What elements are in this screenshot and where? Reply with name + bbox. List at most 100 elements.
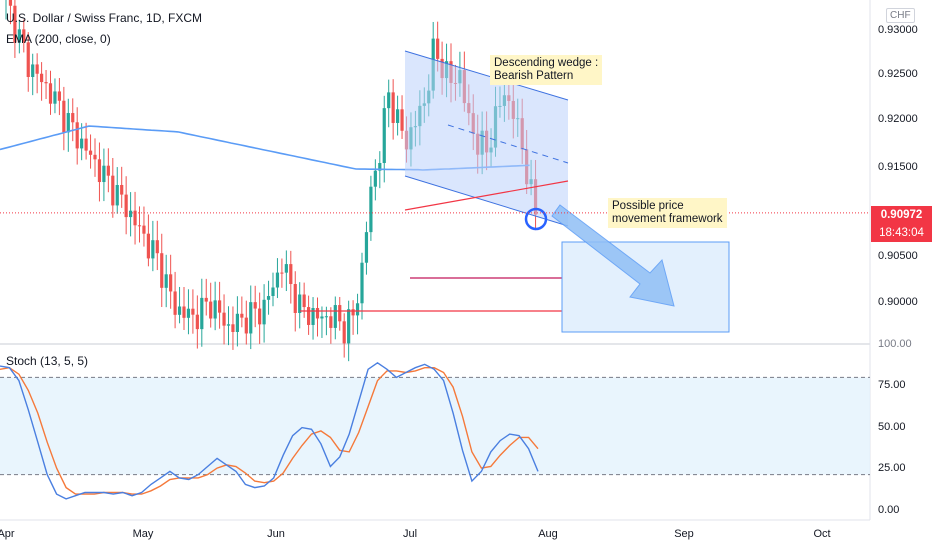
current-price-value: 0.90972	[880, 209, 923, 221]
candle-body	[258, 308, 262, 325]
time-tick-label: Sep	[674, 528, 694, 540]
candle-body	[169, 274, 173, 292]
candle-body	[48, 83, 53, 104]
wedge-annotation-text: Descending wedge : Bearish Pattern	[494, 57, 599, 82]
candle-body	[97, 159, 102, 183]
time-tick-label: Aug	[538, 528, 558, 540]
candle-body	[284, 264, 288, 273]
candle-body	[213, 300, 217, 319]
time-tick-label: Apr	[0, 528, 15, 540]
candle-body	[191, 308, 195, 315]
candle-body	[280, 272, 284, 274]
candle-body	[298, 294, 302, 313]
candle-body	[382, 108, 386, 164]
ema-legend: EMA (200, close, 0)	[6, 32, 111, 46]
time-tick-label: Jun	[267, 528, 285, 540]
candle-body	[373, 170, 377, 187]
candle-body	[324, 316, 328, 318]
price-tick-label: 0.91500	[878, 161, 918, 173]
candle-body	[44, 82, 48, 84]
price-tick-label: 0.92500	[878, 68, 918, 80]
candle-body	[155, 240, 159, 254]
current-price-countdown: 18:43:04	[879, 227, 924, 239]
candle-body	[57, 91, 61, 101]
candle-body	[186, 308, 191, 318]
candle-body	[200, 297, 204, 330]
candle-body	[333, 305, 337, 328]
candle-body	[218, 300, 222, 313]
candle-body	[80, 138, 84, 149]
framework-annotation-text: Possible price movement framework	[612, 200, 723, 225]
candle-body	[146, 233, 150, 259]
candle-body	[244, 317, 248, 334]
candle-body	[253, 302, 257, 309]
stoch-tick-label: 75.00	[878, 379, 906, 391]
stoch-tick-label: 25.00	[878, 462, 906, 474]
symbol-title: U.S. Dollar / Swiss Franc, 1D, FXCM	[6, 11, 203, 25]
candle-body	[66, 113, 70, 133]
candle-body	[289, 264, 293, 285]
candle-body	[320, 316, 324, 319]
candle-body	[17, 29, 21, 43]
candle-body	[102, 165, 106, 183]
stoch-legend: Stoch (13, 5, 5)	[6, 354, 89, 368]
projection-arrow	[551, 204, 675, 307]
candle-body	[129, 210, 133, 218]
candle-body	[31, 64, 35, 77]
time-tick-label: Oct	[813, 528, 831, 540]
candle-body	[338, 305, 342, 322]
wedge-upper-line	[404, 50, 569, 101]
candle-body	[396, 109, 400, 123]
candle-body	[124, 194, 128, 218]
candle-body	[26, 42, 30, 77]
candle-body	[240, 313, 244, 318]
currency-button[interactable]: CHF	[886, 8, 915, 23]
candle-body	[62, 100, 66, 133]
candle-body	[400, 109, 404, 131]
candle-body	[106, 165, 110, 176]
candle-body	[120, 184, 124, 195]
candle-body	[133, 210, 137, 226]
candle-body	[35, 64, 39, 74]
candle-body	[195, 314, 199, 330]
candle-body	[75, 122, 79, 149]
candle-body	[137, 225, 142, 227]
breakout-circle	[524, 207, 548, 231]
price-tick-label: 100.00	[878, 338, 912, 350]
candle-body	[204, 297, 208, 302]
time-tick-label: May	[132, 528, 154, 540]
trend-break-line	[404, 180, 569, 211]
current-price-tag: 0.90972 18:43:04	[871, 206, 932, 242]
candle-body	[53, 91, 57, 104]
candle-body	[387, 92, 391, 109]
candle-body	[391, 92, 395, 123]
candle-body	[13, 5, 17, 43]
candle-body	[235, 313, 239, 332]
candle-body	[226, 324, 231, 326]
price-tick-label: 0.90000	[878, 296, 918, 308]
candle-body	[111, 175, 115, 206]
candle-body	[40, 73, 44, 83]
candle-body	[275, 272, 280, 288]
candle-body	[436, 38, 440, 59]
candle-body	[115, 184, 119, 206]
candle-body	[84, 138, 88, 151]
price-tick-label: 0.90500	[878, 250, 918, 262]
candle-body	[93, 154, 97, 160]
candle-body	[329, 316, 333, 328]
candle-body	[293, 284, 297, 313]
candle-body	[182, 306, 186, 318]
candle-body	[160, 253, 164, 288]
candle-body	[142, 225, 146, 234]
candle-body	[177, 306, 182, 315]
candle-body	[360, 262, 364, 304]
time-tick-label: Jul	[402, 528, 418, 540]
candle-body	[88, 150, 93, 155]
candle-body	[22, 29, 26, 43]
candle-body	[315, 308, 320, 319]
candle-body	[302, 294, 306, 308]
candle-body	[364, 232, 369, 263]
stoch-k-line	[0, 361, 539, 500]
price-tick-label: 0.93000	[878, 24, 918, 36]
